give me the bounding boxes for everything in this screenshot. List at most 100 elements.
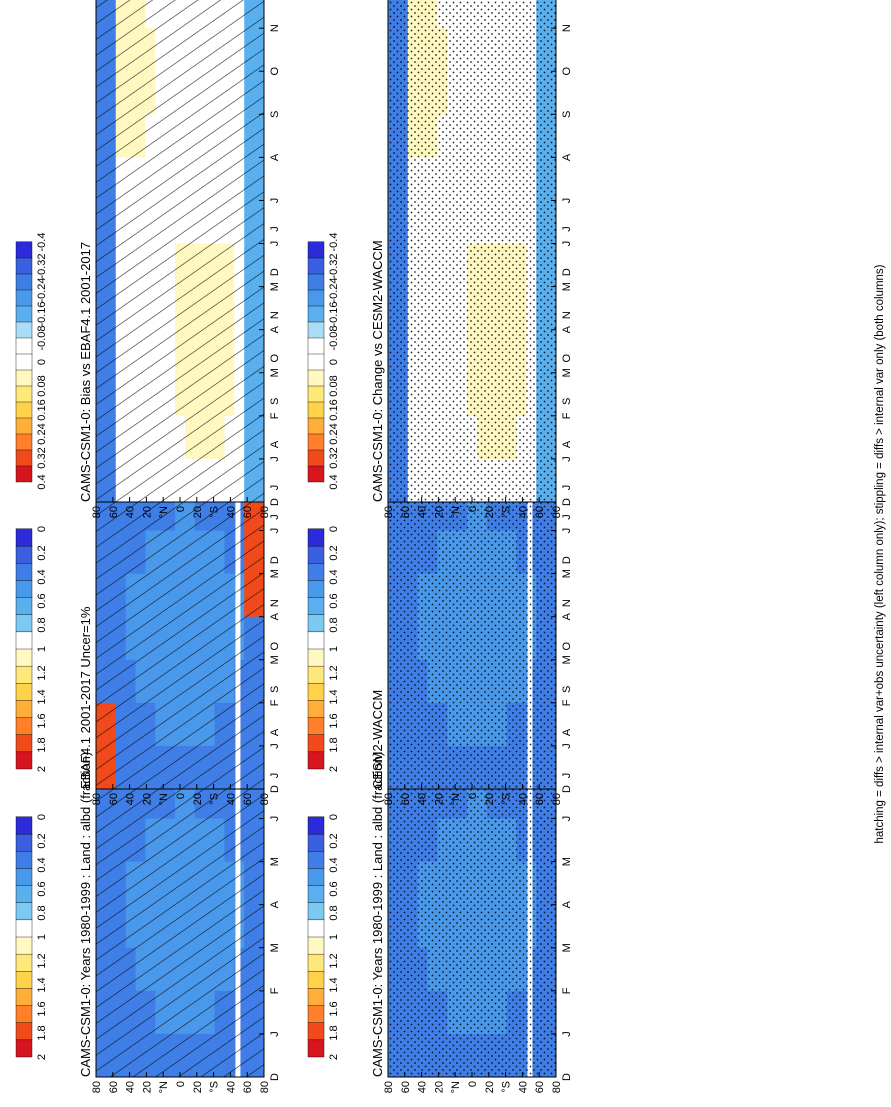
footnote: hatching = diffs > internal var+obs unce… xyxy=(874,264,886,843)
month-label: J xyxy=(561,198,573,204)
month-label: S xyxy=(561,686,573,693)
colorbar-label: -0.4 xyxy=(328,233,340,252)
month-label: O xyxy=(269,67,281,76)
colorbar-label: 0 xyxy=(36,814,48,820)
colorbar-label: 0.8 xyxy=(36,905,48,920)
colorbar-swatch xyxy=(15,850,33,869)
colorbar-swatch xyxy=(307,433,325,451)
month-label: A xyxy=(269,612,281,620)
month-label: D xyxy=(269,498,281,506)
colorbar-label: 0.2 xyxy=(36,545,48,560)
lat-label: 0 xyxy=(175,793,187,799)
colorbar-swatch xyxy=(15,751,33,770)
colorbar-swatch xyxy=(15,919,33,938)
month-label: J xyxy=(269,485,281,491)
lat-label: 20 xyxy=(433,506,445,518)
lat-label: 40 xyxy=(225,1081,237,1093)
colorbar-swatch xyxy=(307,936,325,955)
colorbar-swatch xyxy=(15,289,33,307)
lat-label: 60 xyxy=(400,506,412,518)
colorbar-swatch xyxy=(307,417,325,435)
colorbar-label: 0.2 xyxy=(328,545,340,560)
colorbar-swatch xyxy=(15,1005,33,1023)
colorbar-label: 0.24 xyxy=(328,423,340,444)
colorbar-swatch xyxy=(15,867,33,886)
month-label: N xyxy=(561,24,573,32)
colorbar-swatch xyxy=(15,699,33,718)
colorbar-swatch xyxy=(307,465,325,483)
month-label: J xyxy=(269,743,281,749)
month-label: M xyxy=(269,282,281,291)
colorbar-label: 1.6 xyxy=(36,1001,48,1016)
month-label: M xyxy=(561,857,573,866)
colorbar-swatch xyxy=(307,289,325,307)
month-label: J xyxy=(269,528,281,534)
month-label: J xyxy=(269,226,281,232)
colorbar-swatch xyxy=(307,545,325,564)
lat-label: °N xyxy=(158,506,170,518)
lat-label: 80 xyxy=(551,1081,563,1093)
lat-label: 20 xyxy=(141,1081,153,1093)
colorbar-swatch xyxy=(15,385,33,403)
month-label: J xyxy=(561,456,573,462)
lat-label: 0 xyxy=(467,506,479,512)
colorbar-label: 0.4 xyxy=(328,569,340,584)
lat-label: °S xyxy=(501,506,513,518)
colorbar-label: 0 xyxy=(328,526,340,532)
month-label: F xyxy=(269,987,281,994)
colorbar-swatch xyxy=(15,257,33,275)
month-label: J xyxy=(561,1031,573,1037)
month-label: M xyxy=(561,569,573,578)
month-label: M xyxy=(561,368,573,377)
colorbar-label: 1 xyxy=(328,934,340,940)
lat-label: 80 xyxy=(259,793,271,805)
colorbar-swatch xyxy=(307,353,325,371)
colorbar-swatch xyxy=(307,337,325,355)
colorbar-swatch xyxy=(15,648,33,667)
month-label: O xyxy=(269,642,281,651)
colorbar-label: 0.4 xyxy=(328,474,340,489)
colorbar-swatch xyxy=(15,417,33,435)
colorbar-label: 0.2 xyxy=(36,833,48,848)
colorbar-label: 1.2 xyxy=(36,665,48,680)
colorbar-swatch xyxy=(307,850,325,869)
month-label: J xyxy=(561,226,573,232)
month-label: J xyxy=(269,1031,281,1037)
month-label: M xyxy=(269,857,281,866)
colorbar-label: 2 xyxy=(36,766,48,772)
month-label: A xyxy=(561,728,573,736)
lat-label: 40 xyxy=(417,1081,429,1093)
colorbar-swatch xyxy=(307,919,325,938)
colorbar-label: 1.4 xyxy=(36,977,48,992)
month-label: J xyxy=(269,198,281,204)
month-label: S xyxy=(561,111,573,118)
lat-label: °N xyxy=(158,793,170,805)
month-label: D xyxy=(561,785,573,793)
colorbar-label: 1.2 xyxy=(328,665,340,680)
colorbar-label: -0.16 xyxy=(36,301,48,326)
colorbar-swatch xyxy=(307,665,325,684)
colorbar-swatch xyxy=(307,1005,325,1023)
month-label: A xyxy=(561,440,573,448)
colorbar-swatch xyxy=(15,614,33,633)
colorbar-swatch xyxy=(15,717,33,735)
lat-label: 80 xyxy=(91,506,103,518)
month-label: A xyxy=(561,153,573,161)
colorbar-label: 1.8 xyxy=(328,1025,340,1040)
colorbar-label: 1.8 xyxy=(36,737,48,752)
colorbar-swatch xyxy=(15,273,33,291)
colorbar-swatch xyxy=(307,885,325,903)
panel-title: EBAF4.1 2001-2017 Uncer=1% xyxy=(78,606,93,789)
colorbar-label: 0 xyxy=(36,359,48,365)
colorbar-label: 0 xyxy=(36,526,48,532)
lat-label: 40 xyxy=(417,793,429,805)
month-label: N xyxy=(561,599,573,607)
colorbar-label: 0.8 xyxy=(36,617,48,632)
panel-p6: CAMS-CSM1-0: Change vs CESM2-WACCM D J F M A M… xyxy=(307,0,573,518)
lat-label: 20 xyxy=(141,506,153,518)
colorbar-label: 0 xyxy=(328,359,340,365)
month-label: M xyxy=(269,943,281,952)
hatch-overlay xyxy=(96,0,264,502)
colorbar-swatch xyxy=(15,816,33,835)
